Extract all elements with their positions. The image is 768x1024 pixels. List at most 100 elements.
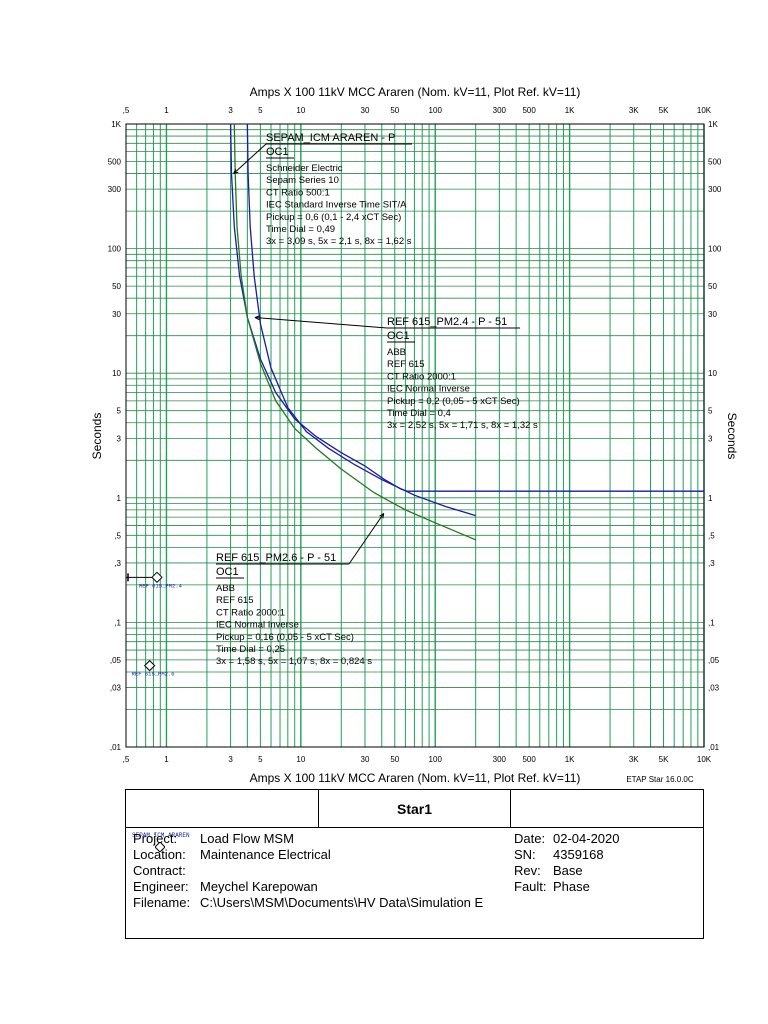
- x-tick-label-top: 10: [296, 106, 305, 115]
- x-tick-label-bottom: 3: [228, 755, 233, 764]
- annotation-title: REF 615_PM2.6 - P - 51: [216, 552, 336, 564]
- software-label: ETAP Star 16.0.0C: [626, 775, 694, 784]
- y-tick-label-right: 5: [708, 407, 713, 416]
- y-tick-label-left: 100: [108, 245, 122, 254]
- annotation-line: Pickup = 0,6 (0,1 - 2,4 xCT Sec): [266, 212, 401, 223]
- annotation-line: REF 615: [216, 595, 254, 606]
- x-tick-label-bottom: 5K: [659, 755, 669, 764]
- relay-marker-1: REF 615_PM2.4: [126, 571, 183, 589]
- annotation-line: REF 615: [387, 359, 425, 370]
- x-tick-label-top: 50: [390, 106, 399, 115]
- x-tick-label-top: 5: [258, 106, 263, 115]
- date-value: 02-04-2020: [553, 831, 620, 846]
- project-name: Star1: [396, 800, 433, 817]
- title-block: Star1 SEPAM_ICM ARAREN Project: Load Flo…: [125, 789, 704, 939]
- project-label: Project:: [133, 831, 178, 846]
- y-tick-label-right: 300: [708, 185, 722, 194]
- y-tick-label-left: 50: [112, 282, 121, 291]
- filename-value: C:\Users\MSM\Documents\HV Data\Simulatio…: [200, 895, 484, 910]
- engineer-label: Engineer:: [133, 879, 189, 894]
- y-tick-label-right: ,01: [708, 743, 720, 752]
- annotation-line: Pickup = 0,2 (0,05 - 5 xCT Sec): [387, 396, 520, 407]
- y-tick-label-right: 3: [708, 434, 713, 443]
- annotation-line: ABB: [216, 583, 235, 594]
- x-tick-label-top: 3: [228, 106, 233, 115]
- x-tick-label-bottom: ,5: [123, 755, 130, 764]
- chart-title-top: Amps X 100 11kV MCC Araren (Nom. kV=11, …: [250, 85, 581, 99]
- y-tick-label-left: 3: [117, 434, 122, 443]
- annotation-title: REF 615_PM2.4 - P - 51: [387, 316, 507, 328]
- marker-label: REF 615_PM2.6: [132, 671, 175, 678]
- title-block-right-header: [511, 790, 703, 828]
- x-tick-label-top: 100: [429, 106, 443, 115]
- location-label: Location:: [133, 847, 186, 862]
- x-tick-label-bottom: 100: [429, 755, 443, 764]
- annotation-subtitle: OC1: [387, 330, 410, 342]
- y-axis-label-left: Seconds: [90, 413, 104, 460]
- y-tick-label-right: ,05: [708, 656, 720, 665]
- annotation-subtitle: OC1: [216, 566, 239, 578]
- x-tick-label-bottom: 3K: [629, 755, 639, 764]
- annotation-line: Schneider Electric: [266, 163, 343, 174]
- annotation-line: CT Ratio 500:1: [266, 187, 330, 198]
- y-tick-label-left: 500: [108, 158, 122, 167]
- y-tick-label-right: 1: [708, 494, 713, 503]
- project-value: Load Flow MSM: [200, 831, 294, 846]
- y-tick-label-left: 30: [112, 310, 121, 319]
- x-tick-label-bottom: 1: [164, 755, 169, 764]
- annotation-line: IEC Normal Inverse: [216, 620, 299, 631]
- tcc-chart: ,5 ,5 1 1 3 3 5 5 10 10 30 30 50 50 100 100 300 300 500 500…: [90, 85, 739, 785]
- series-line-2: [246, 123, 476, 517]
- annotation-line: Time Dial = 0,4: [387, 408, 451, 419]
- chart-axes: ,5 ,5 1 1 3 3 5 5 10 10 30 30 50 50 100 100 300 300 500 500…: [108, 106, 722, 764]
- chart-title-bottom: Amps X 100 11kV MCC Araren (Nom. kV=11, …: [250, 771, 581, 785]
- y-tick-label-left: 5: [117, 407, 122, 416]
- x-tick-label-top: 300: [493, 106, 507, 115]
- annotation-line: Time Dial = 0,49: [266, 224, 335, 235]
- annotation-line: ABB: [387, 347, 406, 358]
- filename-label: Filename:: [133, 895, 191, 910]
- marker-label: REF 615_PM2.4: [139, 582, 183, 589]
- location-value: Maintenance Electrical: [200, 847, 331, 862]
- annotation-line: 3x = 3,09 s, 5x = 2,1 s, 8x = 1,62 s: [266, 236, 412, 247]
- x-tick-label-bottom: 30: [361, 755, 370, 764]
- y-tick-label-left: 300: [108, 185, 122, 194]
- title-block-left-header: [126, 790, 319, 828]
- engineer-value: Meychel Karepowan: [200, 879, 318, 894]
- sn-label: SN:: [514, 847, 536, 862]
- y-tick-label-left: ,3: [114, 559, 121, 568]
- y-tick-label-left: 1K: [111, 120, 121, 129]
- chart-grid: [125, 123, 705, 748]
- x-tick-label-top: 30: [361, 106, 370, 115]
- x-tick-label-bottom: 300: [493, 755, 507, 764]
- y-tick-label-right: ,1: [708, 618, 715, 627]
- sn-value: 4359168: [553, 847, 604, 862]
- annotation-arrowhead: [379, 512, 385, 519]
- x-tick-label-top: 1: [164, 106, 169, 115]
- x-tick-label-top: ,5: [123, 106, 130, 115]
- x-tick-label-bottom: 10K: [697, 755, 712, 764]
- diamond-marker-icon: [143, 659, 156, 672]
- y-tick-label-left: ,03: [110, 684, 122, 693]
- y-tick-label-left: ,5: [114, 531, 121, 540]
- fault-label: Fault:: [514, 879, 547, 894]
- x-tick-label-top: 1K: [565, 106, 575, 115]
- chart-annotations: SEPAM_ICM ARAREN - P OC1 Schneider Electri…: [126, 132, 538, 678]
- annotation-arrowhead: [233, 168, 239, 175]
- annotation-line: IEC Standard Inverse Time SIT/A: [266, 200, 407, 211]
- y-tick-label-left: 10: [112, 369, 121, 378]
- annotation-sepam: SEPAM_ICM ARAREN - P OC1 Schneider Electri…: [233, 132, 412, 247]
- y-tick-label-right: ,03: [708, 684, 720, 693]
- annotation-subtitle: OC1: [266, 146, 289, 158]
- annotation-line: IEC Normal Inverse: [387, 384, 470, 395]
- x-tick-label-top: 5K: [659, 106, 669, 115]
- y-tick-label-left: 1: [117, 494, 122, 503]
- contract-label: Contract:: [133, 863, 186, 878]
- x-tick-label-top: 500: [522, 106, 536, 115]
- y-tick-label-right: ,3: [708, 559, 715, 568]
- x-tick-label-top: 3K: [629, 106, 639, 115]
- x-tick-label-bottom: 500: [522, 755, 536, 764]
- annotation-arrowhead: [254, 315, 260, 321]
